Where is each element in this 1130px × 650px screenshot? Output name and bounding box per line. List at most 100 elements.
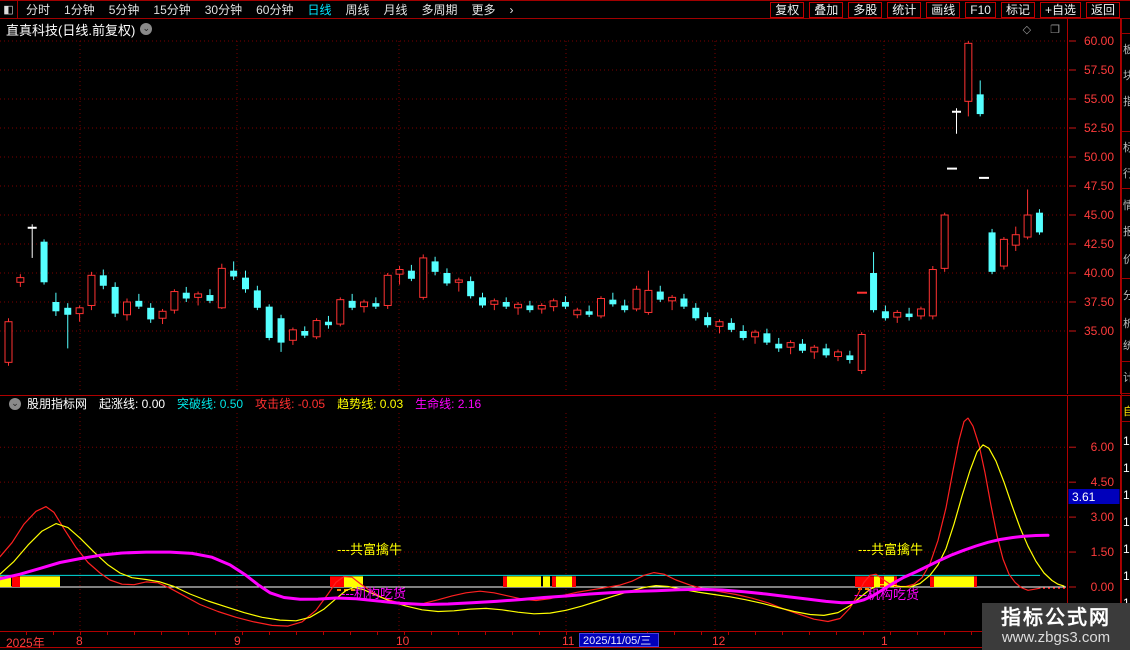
window-layout-icon[interactable]: ◧ (0, 1, 18, 18)
stock-title: 直真科技(日线.前复权) (6, 22, 136, 38)
indicator-chevron-icon[interactable]: ⌄ (9, 397, 21, 410)
toolbar-button-+自选[interactable]: +自选 (1039, 1, 1081, 18)
price-tick-label: 37.50 (1084, 295, 1114, 309)
chart-corner-icons[interactable]: ◇ ❐ (1022, 24, 1068, 36)
strip-tab-fragment[interactable]: 价 (1123, 251, 1130, 267)
strip-tab-fragment[interactable]: 板 (1123, 41, 1130, 57)
period-tab-更多[interactable]: 更多 (471, 3, 496, 17)
indicator-field-起涨线: 起涨线: 0.00 (99, 397, 166, 411)
strip-digit: 1 (1123, 515, 1130, 529)
strip-divider (1122, 361, 1130, 362)
time-label-2025年: 2025年 (6, 636, 45, 650)
period-tab-月线[interactable]: 月线 (383, 3, 408, 17)
strip-tab-fragment[interactable]: 报 (1123, 223, 1130, 239)
strip-digit: 1 (1123, 488, 1130, 502)
indicator-field-趋势线: 趋势线: 0.03 (337, 397, 404, 411)
strip-digit: 1 (1123, 569, 1130, 583)
indicator-annotation: ---共富擒牛 (858, 542, 923, 557)
indicator-field-突破线: 突破线: 0.50 (177, 397, 244, 411)
indicator-tick-label: 0.00 (1091, 580, 1115, 594)
time-label-8: 8 (76, 634, 83, 648)
period-tab-30分钟[interactable]: 30分钟 (204, 3, 243, 17)
strip-digit: 1 (1123, 542, 1130, 556)
strip-divider (1122, 421, 1130, 422)
price-tick-label: 35.00 (1084, 324, 1114, 338)
watermark-title: 指标公式网 (1001, 607, 1111, 629)
main-candle-chart[interactable]: 60.00 57.50 55.00 52.50 50.00 47.50 45.00 42.50… (0, 18, 1130, 394)
price-tick-label: 40.00 (1084, 266, 1114, 280)
period-tab-周线[interactable]: 周线 (345, 3, 370, 17)
indicator-tick-label: 6.00 (1091, 440, 1115, 454)
strip-divider (1122, 131, 1130, 132)
toolbar-button-复权[interactable]: 复权 (770, 1, 805, 18)
time-axis-ticks (0, 632, 1066, 635)
time-label-1: 1 (881, 634, 888, 648)
toolbar-button-返回[interactable]: 返回 (1085, 1, 1120, 18)
watermark: 指标公式网 www.zbgs3.com (982, 603, 1130, 650)
watermark-url: www.zbgs3.com (1001, 629, 1111, 646)
period-tab-1分钟[interactable]: 1分钟 (64, 3, 95, 17)
toolbar-button-叠加[interactable]: 叠加 (809, 1, 844, 18)
indicator-current-value: 3.61 (1072, 490, 1096, 504)
period-toolbar: ◧ 分时 1分钟 5分钟 15分钟 30分钟 60分钟 日线 周线 月线 多周期 更多 › 复权 叠加多… (0, 1, 1130, 19)
price-tick-label: 50.00 (1084, 150, 1114, 164)
indicator-pane[interactable]: 6.00 4.50 3.00 1.50 0.00 ---共富擒牛 ---共富擒牛 ---机构吃… (0, 395, 1130, 631)
toolbar-button-画线[interactable]: 画线 (926, 1, 961, 18)
time-label-11: 11 (562, 634, 575, 648)
indicator-field-攻击线: 攻击线: -0.05 (255, 397, 326, 411)
price-tick-label: 47.50 (1084, 179, 1114, 193)
strip-tab-fragment[interactable]: 行 (1123, 165, 1130, 181)
strip-divider (1122, 33, 1130, 34)
period-tab-多周期[interactable]: 多周期 (421, 3, 458, 17)
toolbar-button-标记[interactable]: 标记 (1000, 1, 1035, 18)
time-axis: 2025年 8 9 10 11 12 1 2025/11/05/三 (0, 631, 1130, 650)
strip-divider (1122, 278, 1130, 279)
time-label-12: 12 (712, 634, 726, 648)
strip-tab-active[interactable]: 自 (1123, 403, 1130, 419)
time-label-10: 10 (396, 634, 410, 648)
price-tick-label: 45.00 (1084, 208, 1114, 222)
strip-tab-fragment[interactable]: 情 (1123, 197, 1130, 213)
more-chevron-icon[interactable]: › (509, 2, 514, 17)
toolbar-buttons: 复权 叠加 多股 统计 画线 F10 标记 +自选 返回 (770, 1, 1130, 18)
strip-tab-fragment[interactable]: 计 (1123, 369, 1130, 385)
strip-tab-fragment[interactable]: 标 (1123, 139, 1130, 155)
period-tabs: 分时 1分钟 5分钟 15分钟 30分钟 60分钟 日线 周线 月线 多周期 更多 › (18, 1, 770, 18)
toolbar-button-F10[interactable]: F10 (965, 1, 996, 18)
selected-date-box: 2025/11/05/三 (579, 633, 659, 647)
period-tab-60分钟[interactable]: 60分钟 (256, 3, 294, 17)
price-tick-label: 42.50 (1084, 237, 1114, 251)
strip-divider (1122, 188, 1130, 189)
price-tick-label: 55.00 (1084, 92, 1114, 106)
price-tick-label: 52.50 (1084, 121, 1114, 135)
period-tab-分时[interactable]: 分时 (26, 3, 51, 17)
chart-title-bar: 直真科技(日线.前复权) ⌄ (0, 19, 1066, 39)
indicator-tick-label: 3.00 (1091, 510, 1115, 524)
period-tab-15分钟[interactable]: 15分钟 (153, 3, 191, 17)
indicator-name: 股朋指标网 (27, 397, 88, 411)
strip-tab-fragment[interactable]: 块 (1123, 67, 1130, 83)
indicator-field-生命线: 生命线: 2.16 (415, 397, 482, 411)
strip-tab-fragment[interactable]: 析 (1123, 315, 1130, 331)
indicator-header: ⌄ 股朋指标网 起涨线: 0.00 突破线: 0.50 攻击线: -0.05 趋势线:… (0, 395, 1064, 412)
strip-digit: 1 (1123, 434, 1130, 448)
indicator-tick-label: 1.50 (1091, 545, 1115, 559)
price-tick-label: 60.00 (1084, 34, 1114, 48)
strip-digit: 1 (1123, 461, 1130, 475)
period-tab-日线[interactable]: 日线 (307, 3, 332, 17)
right-sidebar-strip[interactable]: 板块指标行情报价分析统计自1111111 (1121, 19, 1130, 650)
strip-tab-fragment[interactable]: 分 (1123, 287, 1130, 303)
period-tab-5分钟[interactable]: 5分钟 (108, 3, 140, 17)
indicator-annotation: ---共富擒牛 (337, 542, 402, 557)
strip-tab-fragment[interactable]: 指 (1123, 93, 1130, 109)
strip-divider (1122, 393, 1130, 394)
price-tick-label: 57.50 (1084, 63, 1114, 77)
strip-tab-fragment[interactable]: 统 (1123, 337, 1130, 353)
indicator-annotation: ---机构吃货 (341, 586, 406, 601)
title-chevron-icon[interactable]: ⌄ (140, 23, 153, 35)
toolbar-button-统计[interactable]: 统计 (887, 1, 922, 18)
time-label-9: 9 (234, 634, 241, 648)
indicator-annotation: ---机构吃货 (854, 587, 919, 602)
toolbar-button-多股[interactable]: 多股 (848, 1, 883, 18)
